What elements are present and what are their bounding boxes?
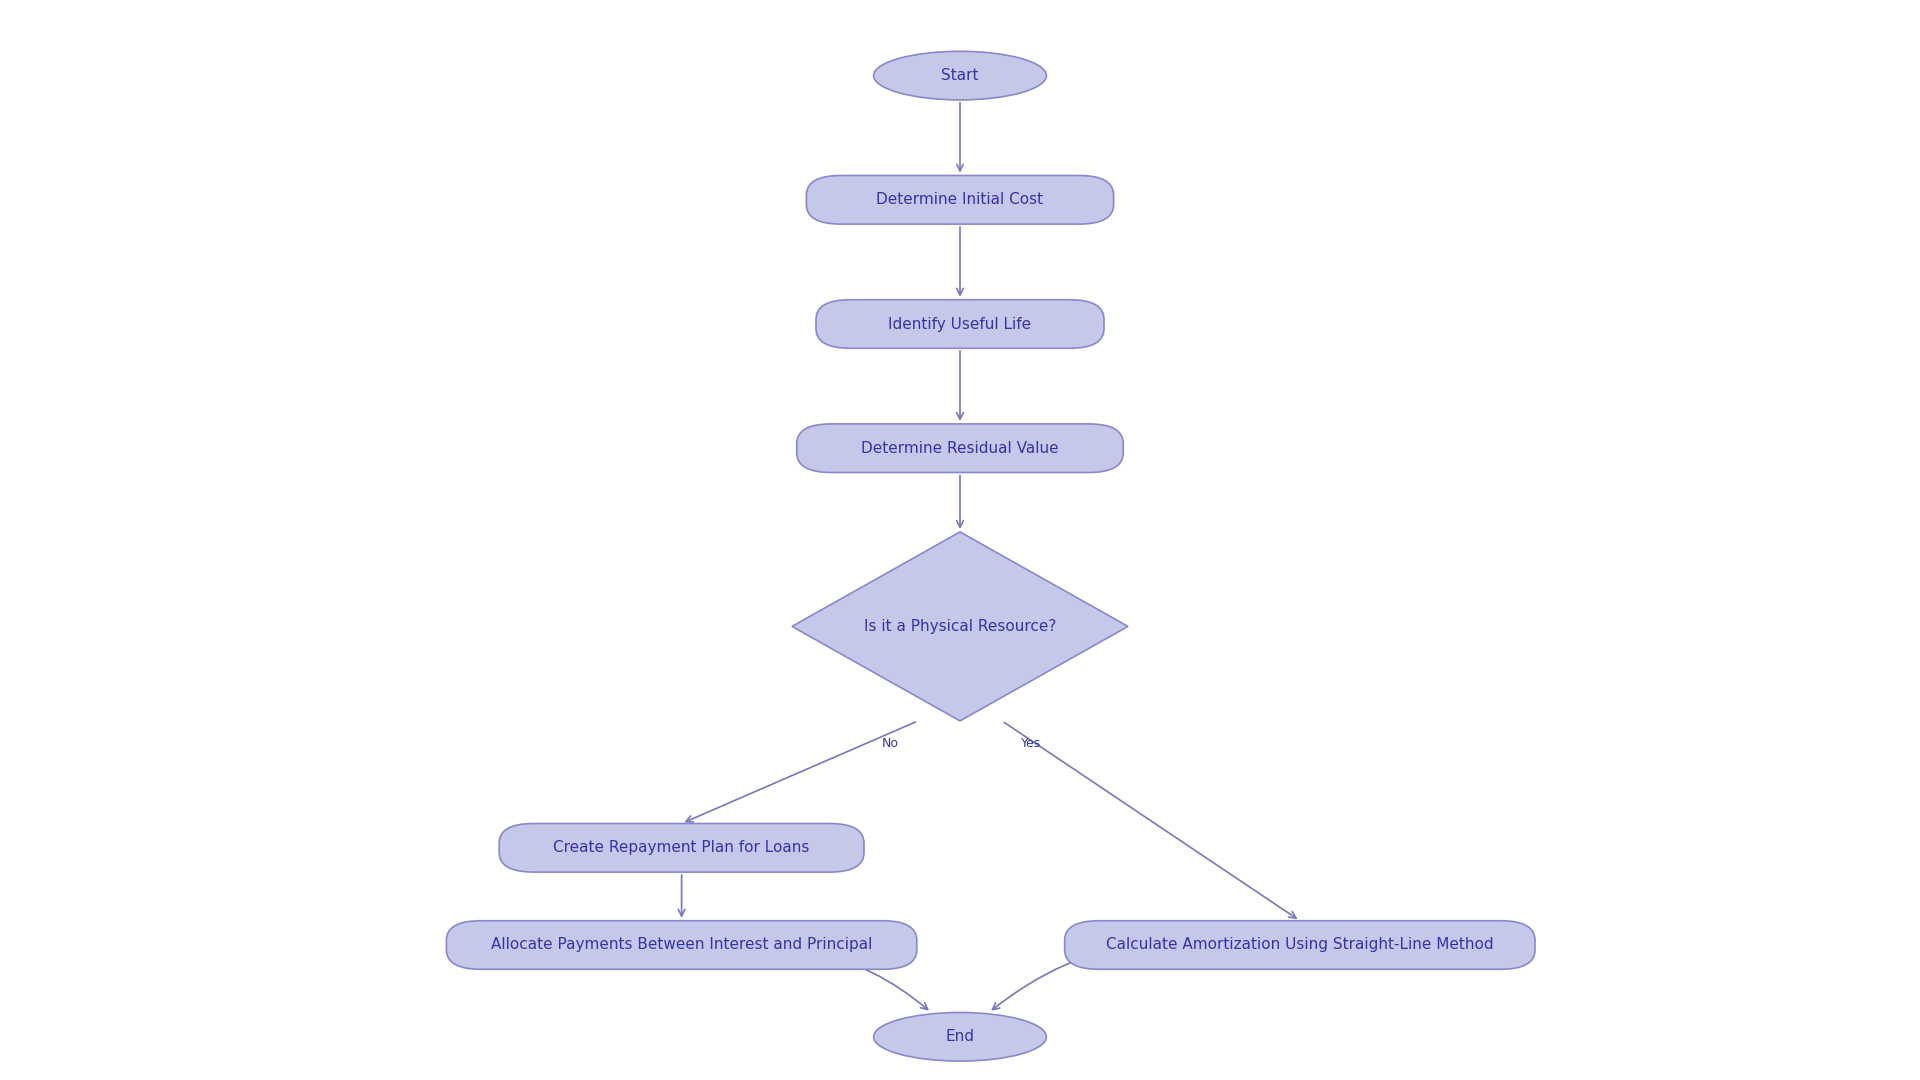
FancyBboxPatch shape (816, 299, 1104, 348)
Text: End: End (945, 1029, 975, 1044)
Ellipse shape (874, 1013, 1046, 1061)
Text: No: No (881, 737, 899, 751)
Text: Yes: Yes (1021, 737, 1041, 751)
Ellipse shape (874, 51, 1046, 99)
Text: Determine Residual Value: Determine Residual Value (862, 441, 1058, 456)
FancyBboxPatch shape (499, 823, 864, 873)
Text: Calculate Amortization Using Straight-Line Method: Calculate Amortization Using Straight-Li… (1106, 937, 1494, 953)
Polygon shape (791, 532, 1129, 721)
Text: Determine Initial Cost: Determine Initial Cost (876, 192, 1044, 207)
Text: Start: Start (941, 68, 979, 83)
FancyBboxPatch shape (806, 175, 1114, 225)
Text: Is it a Physical Resource?: Is it a Physical Resource? (864, 619, 1056, 634)
FancyBboxPatch shape (445, 920, 918, 970)
Text: Identify Useful Life: Identify Useful Life (889, 316, 1031, 332)
FancyBboxPatch shape (1064, 920, 1536, 970)
FancyBboxPatch shape (797, 423, 1123, 473)
Text: Create Repayment Plan for Loans: Create Repayment Plan for Loans (553, 840, 810, 855)
Text: Allocate Payments Between Interest and Principal: Allocate Payments Between Interest and P… (492, 937, 872, 953)
